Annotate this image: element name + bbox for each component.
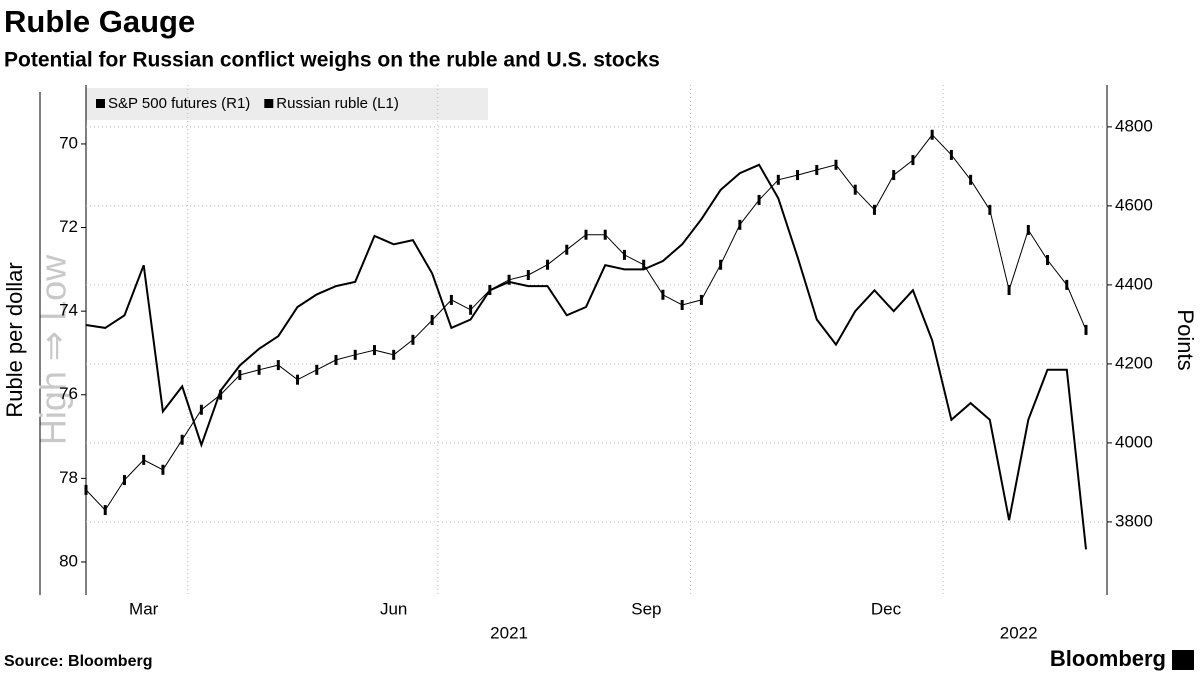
candle: [411, 334, 415, 345]
candle: [622, 249, 626, 260]
y-tick-label: 72: [59, 217, 78, 236]
candle: [853, 184, 857, 195]
candle: [353, 349, 357, 360]
candle: [1046, 255, 1050, 266]
candle: [372, 345, 376, 356]
legend-label: S&P 500 futures (R1): [108, 95, 250, 112]
candle: [546, 259, 550, 270]
y2-tick-label: 4000: [1115, 432, 1153, 451]
candle: [257, 364, 261, 375]
candle: [276, 360, 280, 371]
candle: [603, 229, 607, 240]
candle: [1084, 324, 1088, 335]
source: Source: Bloomberg: [4, 653, 152, 670]
brand-icon: [1172, 650, 1194, 670]
y2-tick-label: 4200: [1115, 353, 1153, 372]
candle: [392, 349, 396, 360]
candle: [142, 454, 146, 465]
candle: [911, 155, 915, 166]
y-tick-label: 76: [59, 384, 78, 403]
y-axis-label: Ruble per dollar: [2, 262, 27, 417]
legend-swatch: [264, 99, 274, 108]
candle: [680, 300, 684, 311]
y2-tick-label: 4400: [1115, 274, 1153, 293]
candle: [949, 149, 953, 160]
candle: [969, 174, 973, 185]
candle: [699, 294, 703, 305]
y2-axis-label: Points: [1173, 309, 1198, 370]
x-tick-label: Dec: [871, 599, 902, 618]
candle: [238, 369, 242, 380]
candle: [103, 505, 107, 516]
chart-subtitle: Potential for Russian conflict weighs on…: [4, 49, 660, 72]
candle: [219, 389, 223, 400]
x-tick-label: Sep: [631, 599, 661, 618]
year-label: 2022: [1000, 623, 1038, 642]
candle: [565, 244, 569, 255]
candle: [469, 304, 473, 315]
y2-tick-label: 4600: [1115, 195, 1153, 214]
candle: [892, 170, 896, 181]
candle: [526, 270, 530, 281]
candle: [815, 164, 819, 175]
candle: [122, 475, 126, 486]
candle: [180, 434, 184, 445]
chart-title: Ruble Gauge: [4, 4, 195, 39]
candle: [507, 274, 511, 285]
candle: [834, 159, 838, 170]
candle: [872, 204, 876, 215]
candle: [430, 315, 434, 326]
candle: [738, 219, 742, 230]
candle: [661, 289, 665, 300]
y-tick-label: 80: [59, 551, 78, 570]
candle: [84, 484, 88, 495]
y-tick-label: 78: [59, 468, 78, 487]
brand: Bloomberg: [1050, 646, 1166, 671]
y2-tick-label: 3800: [1115, 511, 1153, 530]
legend-label: Russian ruble (L1): [276, 95, 399, 112]
candle: [1026, 224, 1030, 235]
candle: [796, 170, 800, 181]
candle: [296, 374, 300, 385]
candle: [449, 294, 453, 305]
x-tick-label: Jun: [380, 599, 407, 618]
y2-tick-label: 4800: [1115, 116, 1153, 135]
candle: [776, 174, 780, 185]
series-line: [85, 163, 1087, 550]
candle: [1065, 279, 1069, 290]
y-tick-label: 70: [59, 133, 78, 152]
candle: [584, 229, 588, 240]
candle: [334, 354, 338, 365]
legend-box: [86, 88, 488, 120]
annotation: High ⇒ Low: [33, 254, 74, 445]
candle: [315, 364, 319, 375]
year-label: 2021: [490, 623, 528, 642]
candle: [642, 259, 646, 270]
candle: [988, 204, 992, 215]
candle: [161, 464, 165, 475]
candle: [757, 194, 761, 205]
candle: [930, 129, 934, 140]
candle: [1007, 285, 1011, 296]
candle: [719, 259, 723, 270]
x-tick-label: Mar: [129, 599, 159, 618]
legend-swatch: [96, 99, 105, 108]
candle: [199, 404, 203, 415]
series-line: [85, 134, 1087, 511]
y-tick-label: 74: [59, 301, 78, 320]
